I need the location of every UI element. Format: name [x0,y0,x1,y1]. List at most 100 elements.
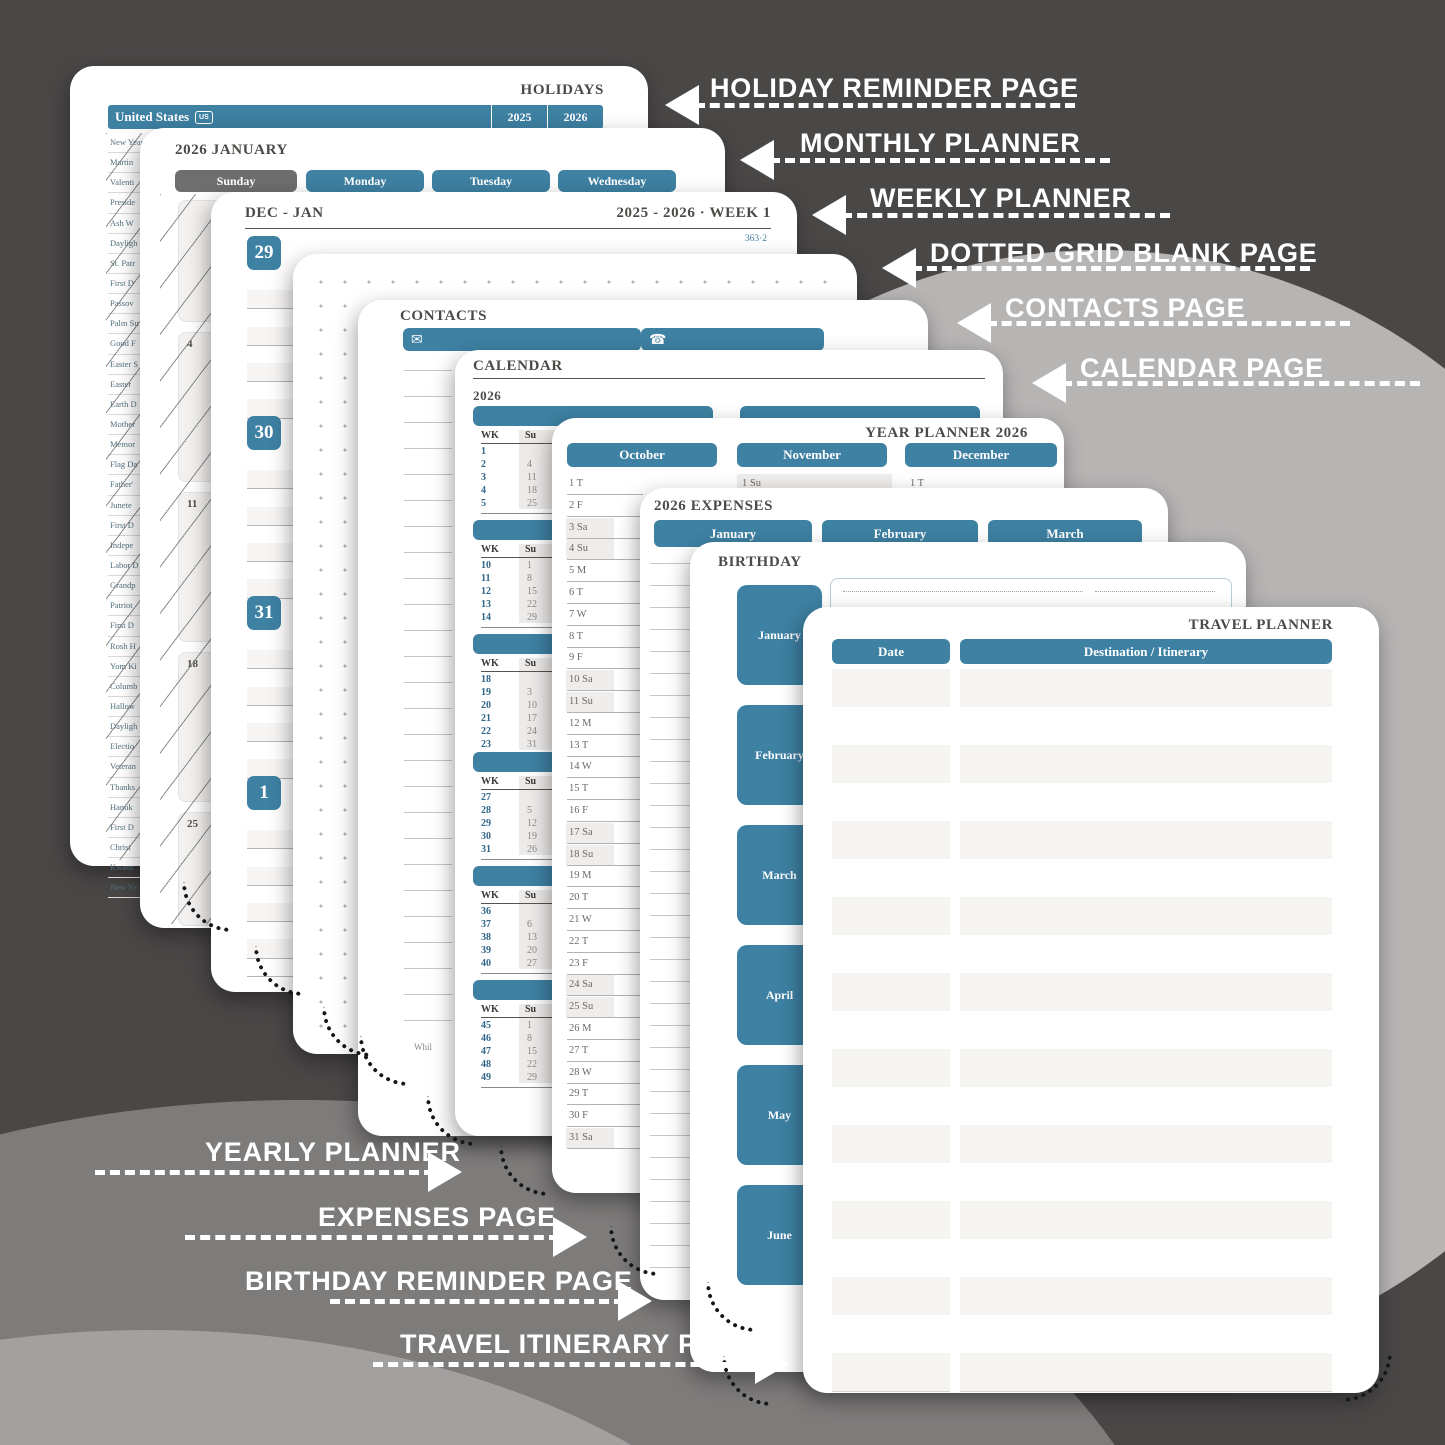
travel-date-cell [832,1125,950,1164]
wk-su-header: WK Su [481,776,569,790]
expense-row-line [650,893,694,894]
travel-destination-cell [960,1011,1332,1050]
expense-row-line [650,1179,694,1180]
block-end-line [481,973,569,974]
week-number: 1 [481,446,486,457]
october-day: 29 T [569,1088,589,1100]
expense-row-line [650,1069,694,1070]
october-day: 22 T [569,935,589,947]
sunday-date: 11 [527,472,537,483]
week-line [247,705,293,724]
travel-destination-cell [960,973,1332,1012]
date-number: 18 [187,658,198,670]
expense-row-line [650,739,694,740]
october-day: 5 M [569,565,587,577]
day-line [567,733,643,735]
contact-row-line [404,968,452,969]
expense-row-line [650,849,694,850]
week-line [247,345,293,364]
week-line [247,452,293,472]
travel-destination-cell [960,897,1332,936]
week-line [247,650,293,670]
arrow-left-icon [1032,363,1066,403]
october-day: 2 F [569,499,583,511]
weekend-fill [566,539,614,560]
day-line [567,755,643,757]
label-dotted-grid-blank-page: DOTTED GRID BLANK PAGE [930,238,1318,268]
weekend-fill [566,670,614,691]
label-dash-line [912,266,1310,271]
travel-date-cell [832,821,950,860]
expense-row-line [650,981,694,982]
week-line [247,723,293,743]
sunday-date: 26 [527,844,537,855]
contact-row-line [404,422,452,423]
expense-row-line [650,585,694,586]
october-day: 3 Sa [569,521,588,533]
wk-label: WK [481,890,499,901]
october-day: 13 T [569,739,589,751]
day-line [567,842,643,844]
week-line [247,470,293,490]
contact-row-line [404,708,452,709]
expense-row-line [650,1267,694,1268]
expense-row-line [650,1157,694,1158]
travel-date-cell [832,1277,950,1316]
week-line [247,543,293,563]
travel-date-cell [832,859,950,898]
expense-row-line [650,629,694,630]
day-line [567,624,643,626]
week-number: 30 [481,831,491,842]
sunday-date: 1 [527,1020,532,1031]
week-line [247,812,293,832]
contact-row-line [404,448,452,449]
travel-date-cell [832,935,950,974]
sunday-date: 24 [527,726,537,737]
travel-destination-cell [960,1201,1332,1240]
day-number-box: 30 [247,416,281,450]
label-dash-line [1062,381,1420,386]
october-day: 14 W [569,761,592,773]
sunday-date: 13 [527,932,537,943]
october-day: 11 Su [569,696,593,707]
phone-field-bar: ☎ [641,328,824,351]
week-number: 18 [481,674,491,685]
travel-destination-cell [960,859,1332,898]
travel-destination-cell [960,1239,1332,1278]
label-dash-line [987,321,1350,326]
week-line [247,381,293,401]
week-number: 5 [481,498,486,509]
label-yearly-planner: YEARLY PLANNER [205,1137,461,1167]
sunday-date: 15 [527,1046,537,1057]
weekend-fill [566,997,614,1018]
december-first-day: 1 T [910,478,925,489]
week-line [247,272,293,292]
contact-row-line [404,734,452,735]
october-day: 8 T [569,630,584,642]
week-line [247,488,293,508]
day-line [567,1104,643,1106]
october-day: 4 Su [569,543,588,555]
day-line [567,864,643,866]
contact-row-line [404,1020,452,1021]
arrow-right-icon [428,1152,462,1192]
day-line [567,1039,643,1040]
expense-row-line [650,717,694,718]
travel-date-cell [832,1315,950,1354]
october-day: 6 T [569,587,584,598]
label-holiday-reminder-page: HOLIDAY REMINDER PAGE [710,73,1079,103]
tab-sunday: Sunday [175,170,297,192]
title-underline [473,378,985,379]
arrow-left-icon [957,303,991,343]
arrow-left-icon [882,248,916,288]
month-bar-october: October [567,443,717,467]
sunday-date: 29 [527,1072,537,1083]
year-planner-title: YEAR PLANNER 2026 [865,425,1028,441]
label-dash-line [373,1362,761,1367]
day-line [567,646,643,648]
date-number: 11 [187,498,198,510]
label-contacts-page: CONTACTS PAGE [1005,293,1246,323]
su-label: Su [525,544,537,555]
travel-date-cell [832,1201,950,1240]
month-button-january: January [654,520,812,547]
